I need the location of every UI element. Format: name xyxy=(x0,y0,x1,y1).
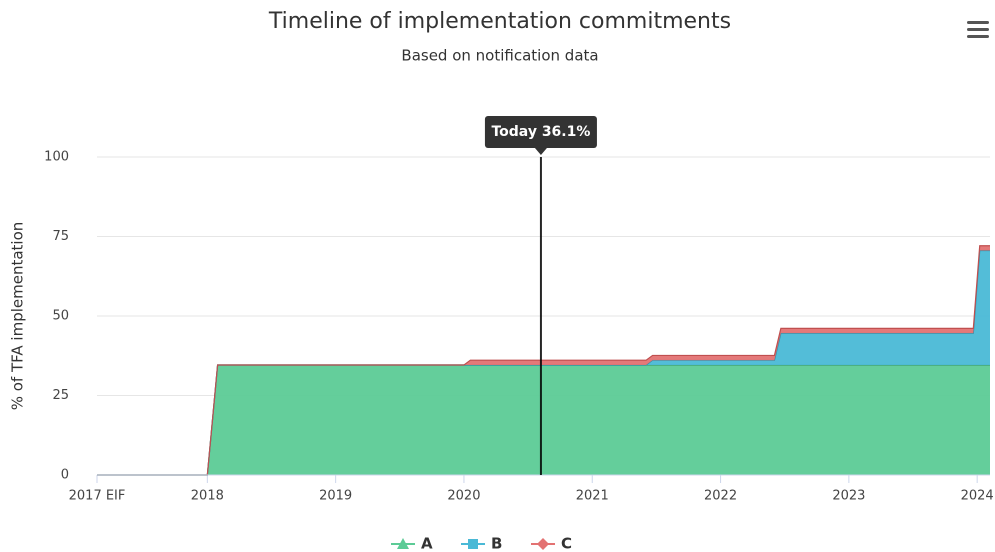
x-tick-label: 2018 xyxy=(191,489,224,504)
chart-title: Timeline of implementation commitments xyxy=(268,9,731,34)
menu-bar xyxy=(967,35,989,38)
area-fill xyxy=(97,364,990,475)
x-tick-label: 2017 EIF xyxy=(69,489,126,504)
menu-bar xyxy=(967,28,989,31)
x-tick-label: 2022 xyxy=(704,489,737,504)
legend-item[interactable]: C xyxy=(531,535,572,552)
y-tick-label: 25 xyxy=(52,388,69,403)
today-label: Today 36.1% xyxy=(491,124,590,140)
x-tick-label: 2024 xyxy=(961,489,994,504)
legend-label: B xyxy=(491,535,502,552)
legend-symbol xyxy=(468,539,478,549)
y-tick-label: 0 xyxy=(61,468,69,483)
y-tick-label: 50 xyxy=(52,309,69,324)
today-label-bg xyxy=(484,116,597,148)
x-tick-label: 2019 xyxy=(319,489,352,504)
today-label-pointer xyxy=(534,148,547,155)
y-tick-label: 100 xyxy=(44,150,69,165)
legend-item[interactable]: B xyxy=(461,535,502,552)
area-fill xyxy=(97,250,990,475)
y-axis-title: % of TFA implementation xyxy=(9,222,27,411)
menu-button[interactable] xyxy=(964,18,992,42)
legend-item[interactable]: A xyxy=(391,535,433,552)
legend-label: A xyxy=(421,535,433,552)
menu-bar xyxy=(967,21,989,24)
chart-subtitle: Based on notification data xyxy=(401,47,598,65)
area-line xyxy=(97,245,990,476)
x-tick-label: 2021 xyxy=(576,489,609,504)
x-tick-label: 2020 xyxy=(447,489,480,504)
x-tick-label: 2023 xyxy=(832,489,865,504)
y-tick-label: 75 xyxy=(52,229,69,244)
legend-label: C xyxy=(561,535,572,552)
legend-symbol xyxy=(537,538,549,550)
legend-symbol xyxy=(397,538,409,549)
